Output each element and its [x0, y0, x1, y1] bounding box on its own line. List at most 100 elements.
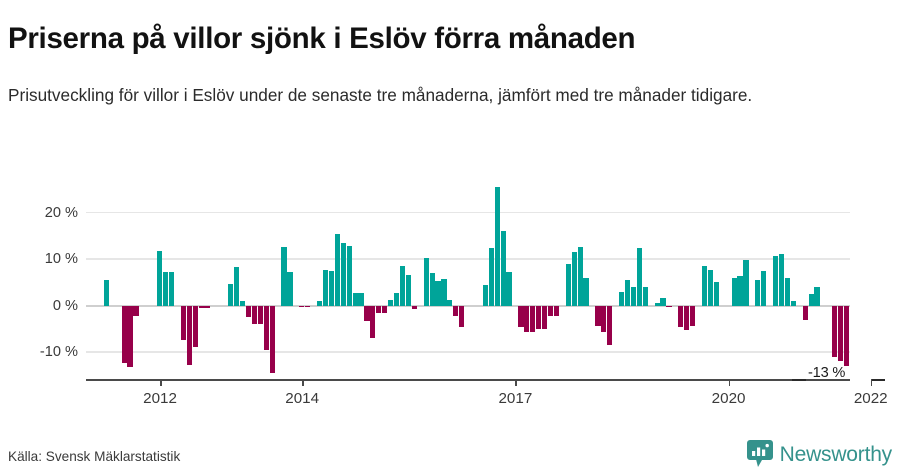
newsworthy-bars-bubble-icon	[746, 440, 773, 468]
bar	[660, 297, 666, 306]
bar	[186, 305, 192, 366]
bar	[198, 305, 204, 309]
bar	[316, 300, 323, 306]
annotation-last-value: -13 %	[808, 365, 846, 381]
bar	[607, 305, 613, 345]
bar	[690, 305, 696, 327]
bar	[707, 270, 714, 306]
bar	[784, 278, 791, 306]
bar	[583, 278, 589, 306]
bar	[547, 305, 554, 316]
bar	[494, 186, 500, 306]
bar	[778, 253, 785, 306]
newsworthy-logo[interactable]: Newsworthy	[746, 440, 893, 468]
bar	[263, 305, 269, 351]
bar	[624, 280, 631, 306]
annotation-line-left	[792, 379, 806, 381]
bar	[678, 305, 684, 327]
bar	[518, 305, 524, 327]
bar	[832, 305, 838, 357]
bar	[358, 292, 364, 306]
bar	[731, 278, 737, 306]
x-axis-label: 2020	[711, 390, 746, 407]
bar	[844, 305, 850, 367]
bar	[269, 305, 275, 374]
bar	[459, 305, 465, 327]
bar	[814, 286, 820, 306]
bar	[305, 305, 311, 308]
bar	[364, 305, 370, 322]
x-axis-label: 2022	[853, 390, 888, 407]
bar	[376, 305, 382, 314]
bar	[251, 305, 257, 325]
bar	[334, 233, 340, 306]
bar	[340, 243, 346, 306]
bar	[157, 250, 163, 306]
bar	[701, 266, 708, 306]
y-axis-label: 10 %	[44, 251, 78, 268]
bar	[441, 278, 447, 306]
bar	[322, 270, 329, 306]
x-axis-tick	[515, 379, 517, 386]
bar	[234, 267, 240, 306]
bar	[423, 258, 429, 306]
bar	[684, 305, 690, 330]
bar	[257, 305, 263, 325]
bar	[299, 305, 305, 308]
bar	[553, 305, 560, 316]
bar	[370, 305, 376, 339]
bar	[121, 305, 127, 364]
x-axis-label: 2014	[285, 390, 320, 407]
bar	[399, 266, 406, 306]
bar	[180, 305, 186, 341]
x-axis-label: 2017	[498, 390, 533, 407]
bar	[405, 275, 411, 306]
bar	[565, 263, 571, 306]
bar	[802, 305, 808, 320]
bar	[601, 305, 607, 332]
x-axis-tick	[870, 379, 873, 386]
page-title: Priserna på villor sjönk i Eslöv förra m…	[8, 21, 636, 55]
bar	[245, 305, 252, 317]
x-axis-label: 2012	[143, 390, 177, 407]
x-axis-tick	[728, 379, 731, 386]
bar	[630, 286, 637, 306]
bar	[761, 271, 767, 306]
bar	[808, 294, 814, 306]
bar	[453, 305, 459, 316]
bar	[162, 272, 169, 306]
bar	[435, 280, 441, 306]
bar	[388, 300, 394, 306]
bar	[713, 282, 719, 306]
bar	[642, 286, 648, 306]
bar	[168, 272, 175, 306]
bar	[127, 305, 133, 367]
newsworthy-wordmark: Newsworthy	[779, 442, 893, 466]
y-axis-label: 20 %	[44, 204, 78, 221]
bar-series	[86, 180, 850, 380]
bar	[192, 305, 198, 348]
gridline-0	[86, 304, 850, 307]
bar	[346, 246, 352, 306]
bar	[411, 305, 417, 309]
bar	[328, 271, 334, 306]
bar	[737, 276, 743, 306]
bar	[654, 302, 660, 306]
y-axis-label: -10 %	[39, 344, 78, 361]
bar	[103, 279, 109, 306]
bar	[382, 305, 388, 314]
bar	[204, 305, 210, 309]
x-axis-tick	[160, 379, 162, 386]
bar	[524, 305, 530, 332]
bar	[666, 305, 672, 307]
gridline-10	[86, 258, 850, 260]
bar	[577, 247, 583, 306]
bar	[571, 252, 577, 306]
bar	[488, 248, 494, 306]
bar	[506, 272, 512, 306]
bar	[352, 292, 358, 306]
bar	[636, 248, 642, 306]
annotation-line-right	[872, 379, 885, 381]
